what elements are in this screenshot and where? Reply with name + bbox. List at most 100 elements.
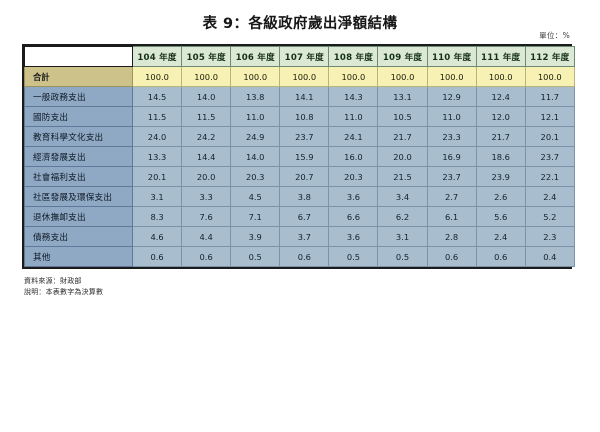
cell-value: 100.0 <box>131 66 183 87</box>
table-corner-cell <box>24 46 133 67</box>
footnote-note: 說明：本表數字為決算數 <box>24 287 104 296</box>
cell-value: 100.0 <box>328 66 379 87</box>
table-row: 教育科學文化支出 24.0 24.2 24.9 23.7 24.1 21.7 23.3 21.7… <box>24 126 575 147</box>
column-header-year: 105 年度 <box>181 46 232 67</box>
unit-note: 單位：% <box>539 31 570 40</box>
table-header: 104 年度 105 年度 106 年度 107 年度 108 年度 109 年度 110 … <box>24 46 575 67</box>
cell-value: 12.9 <box>426 86 477 107</box>
row-label: 其他 <box>24 246 133 267</box>
cell-value: 0.5 <box>328 246 379 267</box>
cell-value: 23.3 <box>426 126 477 147</box>
cell-value: 24.1 <box>328 126 379 147</box>
cell-value: 0.6 <box>426 246 477 267</box>
cell-value: 23.7 <box>426 166 477 187</box>
row-label: 經濟發展支出 <box>24 146 133 167</box>
cell-value: 13.3 <box>131 146 183 167</box>
cell-value: 20.3 <box>328 166 379 187</box>
cell-value: 100.0 <box>230 66 281 87</box>
cell-value: 24.9 <box>230 126 281 147</box>
cell-value: 100.0 <box>279 66 330 87</box>
cell-value: 16.9 <box>426 146 477 167</box>
column-header-year: 109 年度 <box>377 46 428 67</box>
cell-value: 22.1 <box>524 166 575 187</box>
cell-value: 0.5 <box>230 246 281 267</box>
statistics-table-container: 104 年度 105 年度 106 年度 107 年度 108 年度 109 年度 110 … <box>22 44 575 269</box>
cell-value: 2.4 <box>524 186 575 207</box>
cell-value: 3.3 <box>181 186 232 207</box>
cell-value: 100.0 <box>475 66 526 87</box>
cell-value: 18.6 <box>475 146 526 167</box>
table-row: 社會福利支出 20.1 20.0 20.3 20.7 20.3 21.5 23.7 23.9 22… <box>24 166 575 187</box>
cell-value: 20.3 <box>230 166 281 187</box>
cell-value: 2.6 <box>475 186 526 207</box>
cell-value: 11.5 <box>131 106 183 127</box>
cell-value: 6.1 <box>426 206 477 227</box>
cell-value: 3.6 <box>328 226 379 247</box>
cell-value: 0.4 <box>524 246 575 267</box>
cell-value: 7.1 <box>230 206 281 227</box>
cell-value: 10.8 <box>279 106 330 127</box>
cell-value: 10.5 <box>377 106 428 127</box>
cell-value: 20.7 <box>279 166 330 187</box>
cell-value: 12.0 <box>475 106 526 127</box>
cell-value: 0.6 <box>131 246 183 267</box>
table-row: 債務支出 4.6 4.4 3.9 3.7 3.6 3.1 2.8 2.4 2.3 <box>24 226 575 247</box>
table-row-total: 合計 100.0 100.0 100.0 100.0 100.0 100.0 100.0 100… <box>24 66 575 87</box>
row-label: 社會福利支出 <box>24 166 133 187</box>
table-row: 一般政務支出 14.5 14.0 13.8 14.1 14.3 13.1 12.9 12.4 11… <box>24 86 575 107</box>
cell-value: 24.2 <box>181 126 232 147</box>
cell-value: 14.3 <box>328 86 379 107</box>
cell-value: 11.7 <box>524 86 575 107</box>
footnote-source: 資料來源：財政部 <box>24 277 82 285</box>
cell-value: 16.0 <box>328 146 379 167</box>
cell-value: 20.1 <box>524 126 575 147</box>
footnotes: 資料來源：財政部 說明：本表數字為決算數 <box>24 276 103 298</box>
cell-value: 11.0 <box>328 106 379 127</box>
table-row: 退休撫卹支出 8.3 7.6 7.1 6.7 6.6 6.2 6.1 5.6 5.2 <box>24 206 575 227</box>
cell-value: 4.4 <box>181 226 232 247</box>
row-label: 一般政務支出 <box>24 86 133 107</box>
row-label: 教育科學文化支出 <box>24 126 133 147</box>
column-header-year: 111 年度 <box>475 46 526 67</box>
table-row: 其他 0.6 0.6 0.5 0.6 0.5 0.5 0.6 0.6 0.4 <box>24 246 575 267</box>
cell-value: 14.0 <box>181 86 232 107</box>
page-title: 表 9：各級政府歲出淨額結構 <box>202 16 398 32</box>
row-label: 債務支出 <box>24 226 133 247</box>
cell-value: 4.5 <box>230 186 281 207</box>
cell-value: 2.7 <box>426 186 477 207</box>
cell-value: 8.3 <box>131 206 183 227</box>
cell-value: 6.7 <box>279 206 330 227</box>
table-header-row: 104 年度 105 年度 106 年度 107 年度 108 年度 109 年度 110 … <box>24 46 575 67</box>
cell-value: 0.5 <box>377 246 428 267</box>
column-header-year: 110 年度 <box>426 46 477 67</box>
cell-value: 3.4 <box>377 186 428 207</box>
cell-value: 14.4 <box>181 146 232 167</box>
cell-value: 5.2 <box>524 206 575 227</box>
column-header-year: 108 年度 <box>328 46 379 67</box>
cell-value: 2.4 <box>475 226 526 247</box>
cell-value: 100.0 <box>426 66 477 87</box>
cell-value: 13.8 <box>230 86 281 107</box>
table-row: 經濟發展支出 13.3 14.4 14.0 15.9 16.0 20.0 16.9 18.6 23… <box>24 146 575 167</box>
cell-value: 21.7 <box>377 126 428 147</box>
column-header-year: 104 年度 <box>131 46 183 67</box>
cell-value: 100.0 <box>377 66 428 87</box>
row-label: 社區發展及環保支出 <box>24 186 133 207</box>
row-label: 國防支出 <box>24 106 133 127</box>
cell-value: 3.6 <box>328 186 379 207</box>
cell-value: 2.3 <box>524 226 575 247</box>
table-row: 國防支出 11.5 11.5 11.0 10.8 11.0 10.5 11.0 12.0 12.1 <box>24 106 575 127</box>
cell-value: 0.6 <box>475 246 526 267</box>
cell-value: 14.0 <box>230 146 281 167</box>
cell-value: 100.0 <box>181 66 232 87</box>
cell-value: 3.9 <box>230 226 281 247</box>
table-body: 合計 100.0 100.0 100.0 100.0 100.0 100.0 100.0 100… <box>24 66 575 267</box>
column-header-year: 106 年度 <box>230 46 281 67</box>
cell-value: 20.1 <box>131 166 183 187</box>
cell-value: 20.0 <box>181 166 232 187</box>
cell-value: 0.6 <box>181 246 232 267</box>
cell-value: 23.9 <box>475 166 526 187</box>
row-label-total: 合計 <box>24 66 133 87</box>
cell-value: 21.7 <box>475 126 526 147</box>
